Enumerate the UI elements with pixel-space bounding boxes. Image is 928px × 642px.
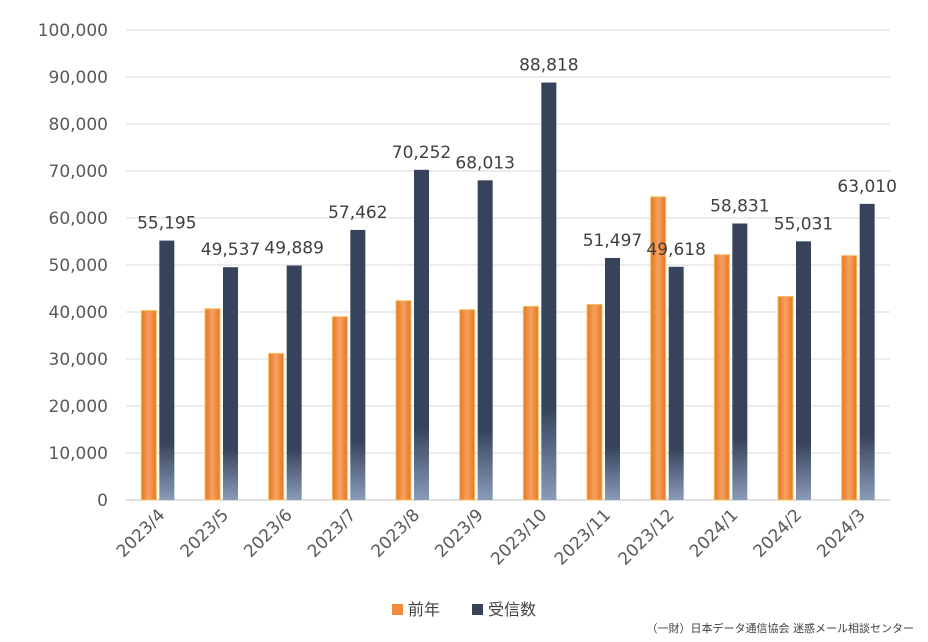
y-tick-label: 50,000 [49, 256, 108, 276]
y-tick-label: 100,000 [38, 21, 108, 41]
bar-received [668, 266, 684, 500]
bar-received [541, 82, 557, 501]
data-label: 58,831 [710, 196, 769, 216]
y-axis: 0 10,000 20,000 30,000 40,000 50,000 60,000 70,… [38, 21, 108, 511]
y-tick-label: 70,000 [49, 162, 108, 182]
y-tick-label: 30,000 [49, 350, 108, 370]
x-tick-label: 2023/4 [113, 505, 169, 561]
x-tick-label: 2023/6 [240, 505, 296, 561]
bar-previous-year [204, 308, 221, 501]
bar-received [732, 223, 748, 500]
bar-previous-year [268, 352, 285, 501]
bar-previous-year [395, 300, 412, 501]
data-label: 49,537 [201, 240, 260, 260]
bar-received [859, 203, 875, 500]
x-tick-label: 2023/8 [368, 505, 424, 561]
legend: 前年 受信数 [392, 600, 536, 619]
gridlines [126, 29, 890, 501]
bar-received [223, 267, 238, 500]
x-tick-label: 2024/3 [813, 505, 869, 561]
bar-previous-year [841, 255, 858, 501]
data-label: 57,462 [328, 203, 387, 223]
data-label: 49,889 [264, 239, 323, 259]
bar-previous-year [331, 316, 348, 501]
data-label: 55,195 [137, 214, 196, 234]
x-tick-label: 2023/10 [487, 505, 551, 569]
y-tick-label: 80,000 [49, 115, 108, 135]
x-tick-label: 2023/11 [551, 505, 615, 569]
bar-received [477, 180, 493, 500]
bar-previous-year [140, 310, 157, 501]
y-tick-label: 0 [97, 491, 108, 511]
data-label: 49,618 [646, 240, 705, 260]
x-axis: 2023/4 2023/5 2023/6 2023/7 2023/8 2023/9 2023… [113, 505, 870, 569]
bar-previous-year [586, 303, 603, 501]
bar-received [605, 257, 620, 500]
legend-swatch-received [472, 604, 483, 615]
x-tick-label: 2023/12 [615, 505, 679, 569]
y-tick-label: 20,000 [49, 397, 108, 417]
x-tick-label: 2024/1 [686, 505, 742, 561]
data-label: 51,497 [583, 231, 642, 251]
bar-received [159, 240, 175, 500]
data-label: 63,010 [837, 177, 896, 197]
data-label: 88,818 [519, 56, 578, 76]
y-tick-label: 60,000 [49, 209, 108, 229]
data-label: 55,031 [774, 214, 833, 234]
legend-swatch-previous-year [392, 604, 403, 615]
y-tick-label: 40,000 [49, 303, 108, 323]
bar-previous-year [522, 305, 539, 501]
y-tick-label: 10,000 [49, 444, 108, 464]
bars [140, 82, 875, 501]
source-note: （一財）日本データ通信協会 迷惑メール相談センター [646, 622, 915, 635]
x-tick-label: 2023/9 [431, 505, 487, 561]
bar-previous-year [459, 309, 476, 501]
data-label: 70,252 [392, 143, 451, 163]
legend-label: 受信数 [488, 600, 536, 619]
y-tick-label: 90,000 [49, 68, 108, 88]
bar-received [350, 229, 366, 501]
bar-previous-year [713, 254, 730, 501]
x-tick-label: 2023/5 [177, 505, 233, 561]
x-tick-label: 2023/7 [304, 505, 360, 561]
legend-label: 前年 [408, 600, 440, 619]
bar-received [286, 265, 302, 500]
bar-previous-year [650, 196, 667, 501]
bar-previous-year [777, 295, 794, 501]
x-tick-label: 2024/2 [750, 505, 806, 561]
bar-received [796, 241, 811, 500]
bar-received [414, 169, 429, 500]
data-label: 68,013 [455, 153, 514, 173]
